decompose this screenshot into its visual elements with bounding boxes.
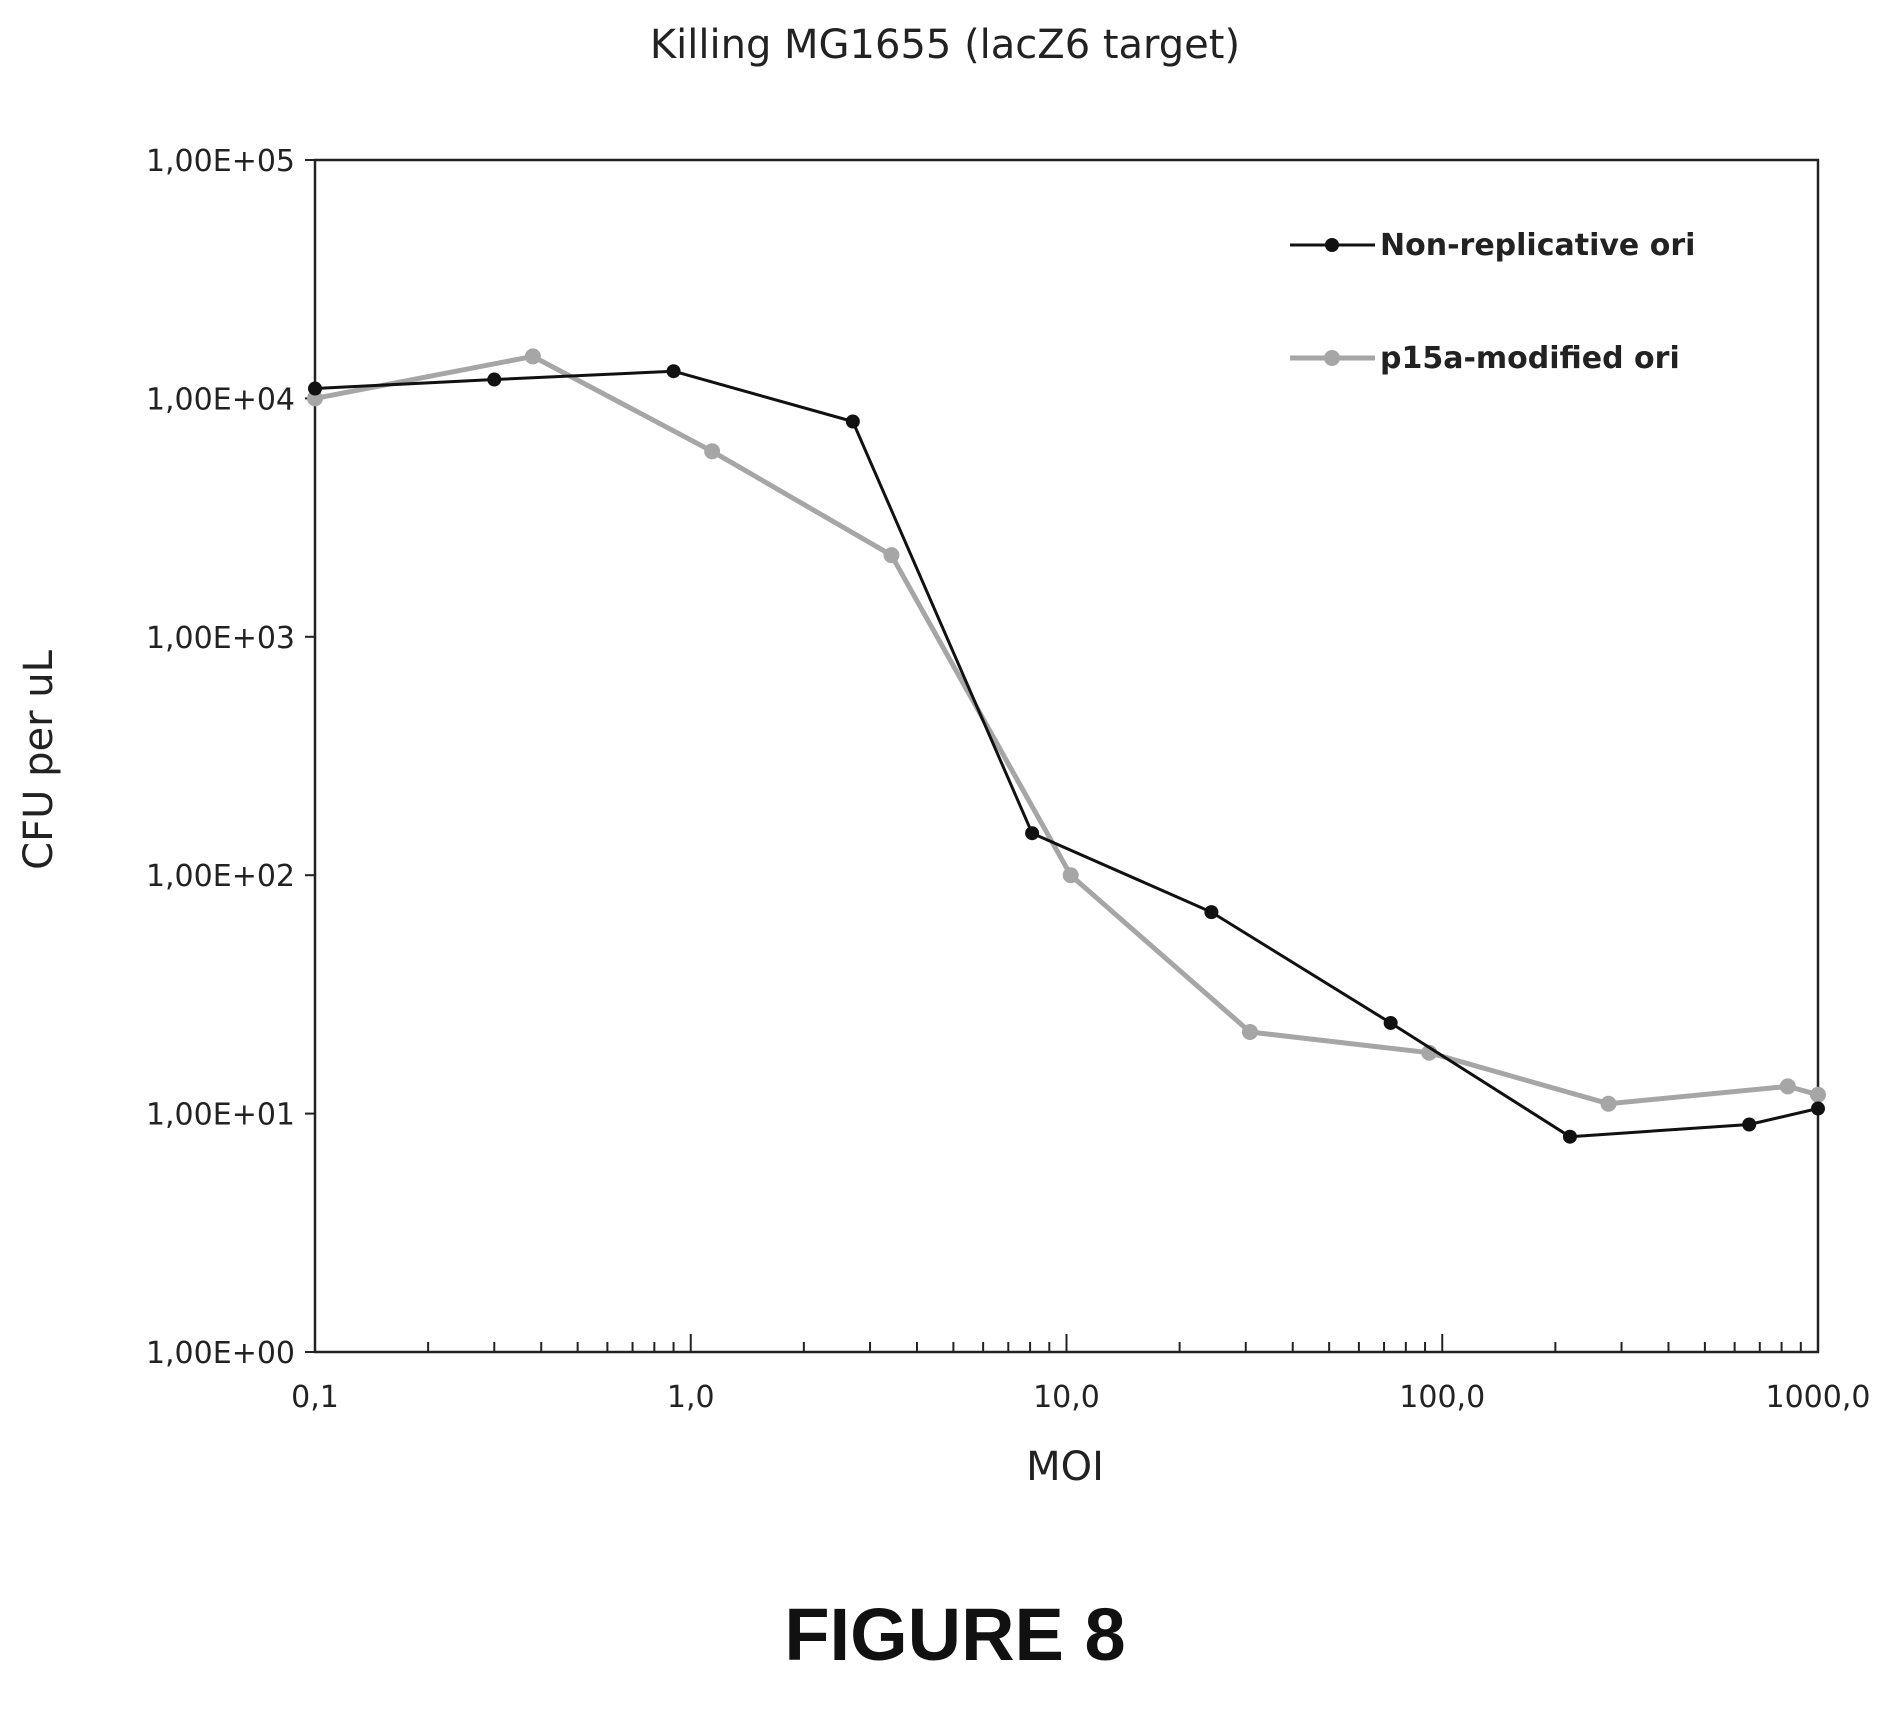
data-point [1204, 905, 1219, 920]
series-line [314, 353, 1819, 1107]
data-point [1062, 867, 1079, 884]
x-tick-label: 1000,0 [1766, 1380, 1871, 1415]
data-point [308, 381, 322, 396]
legend-item: p15a-modified ori [1290, 341, 1680, 376]
data-point [1779, 1078, 1796, 1095]
x-tick-label: 10,0 [1033, 1380, 1100, 1415]
data-point [1742, 1117, 1757, 1132]
series-2 [307, 348, 1826, 1112]
data-point [1810, 1086, 1826, 1103]
data-point [1241, 1023, 1258, 1040]
y-tick-label: 1,00E+02 [146, 859, 295, 894]
series-layer [307, 348, 1826, 1144]
data-point [1811, 1101, 1825, 1116]
data-point [1025, 826, 1040, 841]
x-ticks: 0,1 1,0 10,0 100,0 1000,0 [291, 1334, 1870, 1415]
x-tick-label: 100,0 [1399, 1380, 1485, 1415]
y-tick-label: 1,00E+01 [146, 1098, 295, 1133]
x-tick-label: 0,1 [291, 1380, 339, 1415]
x-tick-label: 1,0 [667, 1380, 715, 1415]
data-point [487, 372, 502, 387]
y-tick-label: 1,00E+00 [146, 1336, 295, 1371]
y-axis-title: CFU per uL [16, 649, 62, 869]
legend-item: Non-replicative ori [1290, 228, 1695, 263]
legend-label: Non-replicative ori [1380, 228, 1695, 263]
legend-marker [1325, 238, 1339, 252]
legend-marker [1324, 350, 1340, 366]
legend: Non-replicative ori p15a-modified ori [1290, 228, 1695, 376]
series-line [314, 369, 1819, 1139]
figure-caption: FIGURE 8 [784, 1593, 1125, 1676]
chart-title: Killing MG1655 (lacZ6 target) [650, 22, 1240, 68]
series-1 [308, 364, 1825, 1144]
x-minor-ticks [427, 1342, 1802, 1352]
y-ticks: 1,00E+00 1,00E+01 1,00E+02 1,00E+03 1,00E+04… [146, 144, 315, 1371]
y-tick-label: 1,00E+03 [146, 621, 295, 656]
data-point [704, 443, 721, 460]
data-point [1600, 1095, 1617, 1112]
legend-label: p15a-modified ori [1380, 341, 1680, 376]
plot-area: 0,1 1,0 10,0 100,0 1000,0 1,00E+001,00E+011,… [146, 144, 1871, 1415]
y-tick-label: 1,00E+04 [146, 382, 295, 417]
data-point [524, 348, 541, 365]
data-point [666, 364, 681, 379]
data-point [1383, 1015, 1398, 1030]
data-point [307, 390, 323, 407]
data-point [845, 414, 860, 429]
data-point [1562, 1129, 1577, 1144]
y-tick-label: 1,00E+05 [146, 144, 295, 179]
x-axis-title: MOI [1026, 1444, 1104, 1490]
plot-frame [313, 158, 1820, 1354]
data-point [883, 547, 900, 564]
